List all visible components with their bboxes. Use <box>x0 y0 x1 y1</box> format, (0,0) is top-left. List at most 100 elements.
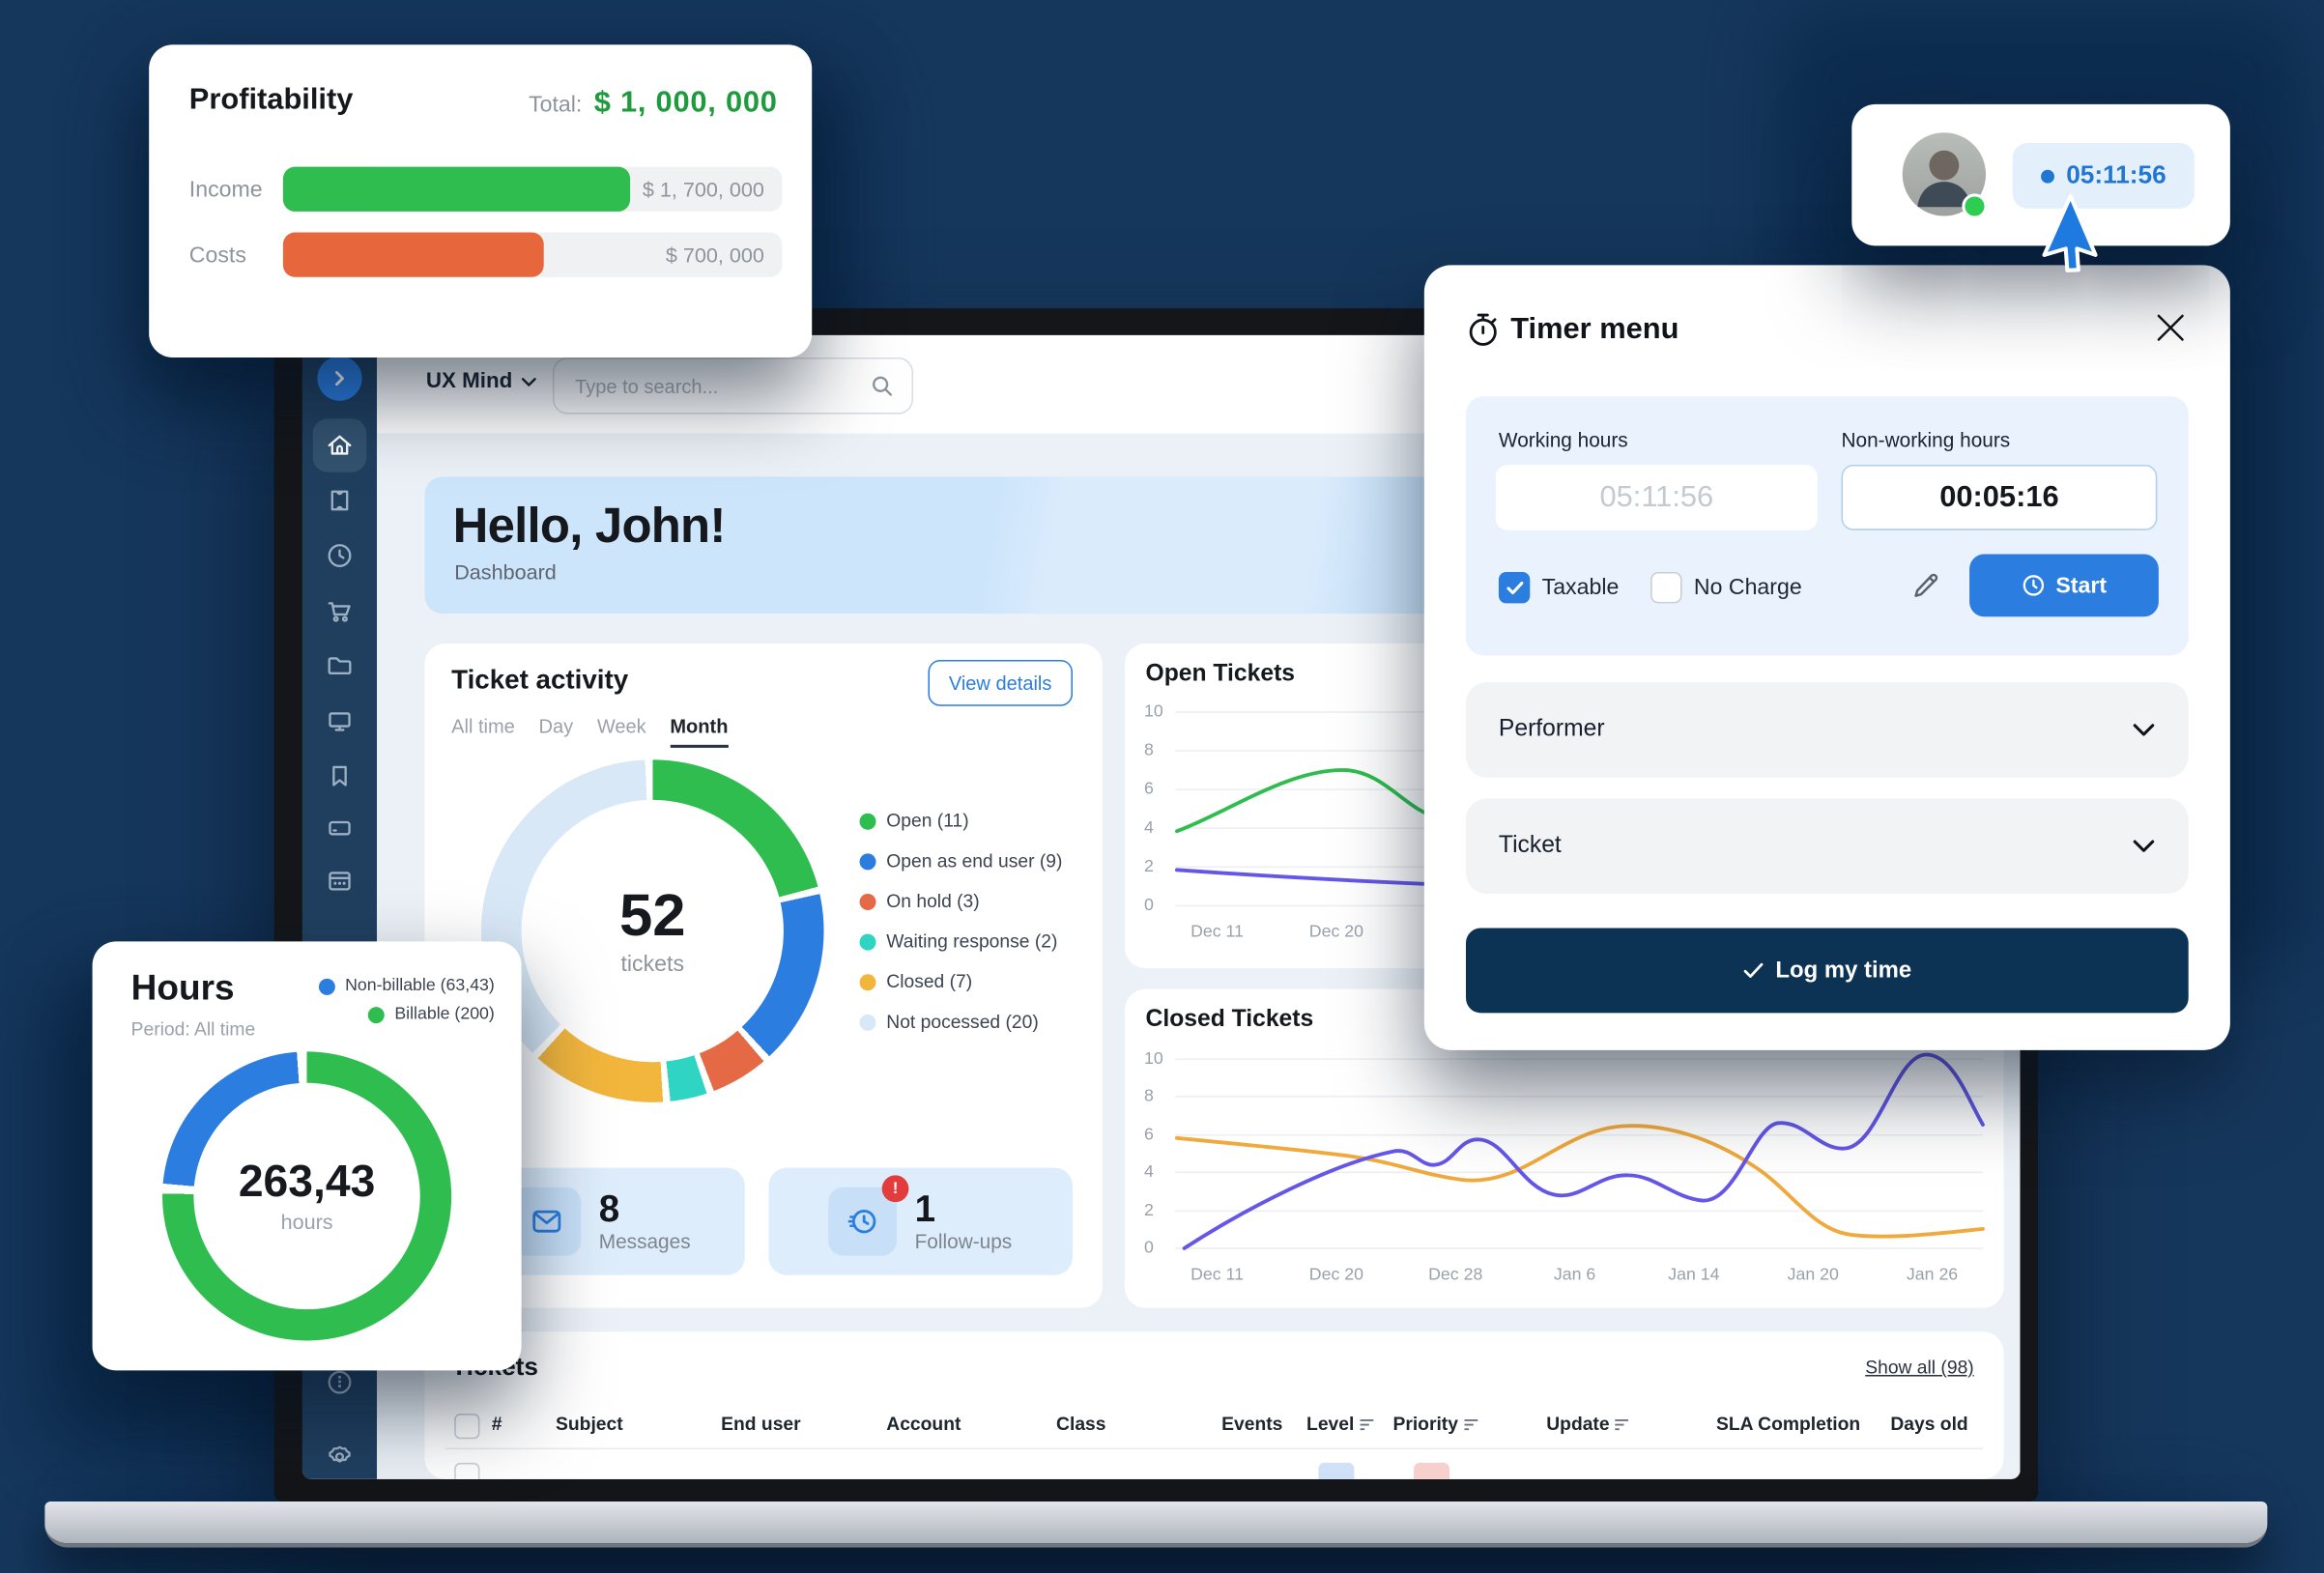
sidebar-item-files[interactable] <box>313 639 367 693</box>
column-header-account[interactable]: Account <box>886 1414 961 1435</box>
tab-week[interactable]: Week <box>596 715 646 738</box>
sidebar-expand-button[interactable] <box>317 356 362 401</box>
ticket-dropdown[interactable]: Ticket <box>1466 798 2189 895</box>
sidebar-item-shop[interactable] <box>313 584 367 638</box>
column-header-number[interactable]: # <box>491 1414 502 1435</box>
tickets-total: 52 <box>618 882 686 949</box>
hours-legend: Non-billable (63,43) Billable (200) <box>318 977 495 1023</box>
column-header-sla[interactable]: SLA Completion <box>1716 1414 1861 1435</box>
close-icon[interactable] <box>2153 310 2189 346</box>
cart-icon <box>328 602 351 622</box>
messages-icon-tile <box>512 1187 582 1256</box>
profitability-total: Total: $ 1, 000, 000 <box>529 86 778 120</box>
level-chip <box>1318 1462 1355 1479</box>
sidebar-item-bookmarks[interactable] <box>313 749 367 803</box>
avatar[interactable] <box>1902 132 1987 216</box>
followups-card[interactable]: ! 1 Follow-ups <box>768 1167 1074 1275</box>
sidebar-item-home[interactable] <box>312 418 367 472</box>
no-charge-label: No Charge <box>1693 575 1802 601</box>
working-hours-input[interactable] <box>1495 465 1818 530</box>
log-my-time-button[interactable]: Log my time <box>1466 928 2189 1014</box>
column-header-end-user[interactable]: End user <box>721 1414 801 1435</box>
legend-item: Non-billable (63,43) <box>318 977 495 995</box>
timer-inputs-section: Working hours Non-working hours Taxable … <box>1466 396 2189 656</box>
y-tick: 4 <box>1144 818 1154 838</box>
total-label: Total: <box>529 92 583 118</box>
chevron-down-icon <box>2133 724 2155 736</box>
search-input[interactable] <box>554 374 871 397</box>
non-working-hours-input[interactable] <box>1841 465 2158 530</box>
sidebar-item-calendar[interactable] <box>313 853 367 907</box>
performer-label: Performer <box>1498 716 1605 742</box>
folder-icon <box>328 657 352 674</box>
priority-chip <box>1414 1462 1450 1479</box>
sidebar-item-tickets[interactable] <box>313 473 367 528</box>
sidebar-item-settings[interactable] <box>313 1430 367 1479</box>
legend-dot <box>859 893 876 910</box>
column-header-events[interactable]: Events <box>1221 1414 1283 1435</box>
timer-chip[interactable]: 05:11:56 <box>2012 143 2195 209</box>
workspace-selector[interactable]: UX Mind <box>426 369 536 393</box>
legend-label: Non-billable (63,43) <box>345 977 495 995</box>
column-header-priority[interactable]: Priority <box>1392 1414 1478 1435</box>
edit-pencil-icon[interactable] <box>1907 569 1942 605</box>
sidebar-item-time[interactable] <box>313 529 367 583</box>
followups-count: 1 <box>914 1188 936 1231</box>
y-tick: 0 <box>1144 897 1154 915</box>
sidebar-item-help[interactable] <box>313 1356 367 1410</box>
start-button[interactable]: Start <box>1969 554 2159 617</box>
column-header-update[interactable]: Update <box>1546 1414 1629 1435</box>
column-header-level[interactable]: Level <box>1306 1414 1374 1435</box>
hours-donut: 263,43 hours <box>162 1051 452 1341</box>
y-tick: 0 <box>1144 1239 1154 1258</box>
view-details-button[interactable]: View details <box>928 659 1074 706</box>
legend-item: Open as end user (9) <box>859 850 1062 872</box>
sidebar-item-cards[interactable] <box>313 801 367 855</box>
sort-icon <box>1464 1418 1478 1430</box>
taxable-checkbox-row[interactable]: Taxable <box>1498 572 1620 604</box>
ticket-activity-donut: 52 tickets <box>480 759 824 1102</box>
stopwatch-icon <box>1469 313 1497 346</box>
legend-dot <box>859 812 876 829</box>
column-header-days-old[interactable]: Days old <box>1890 1414 1968 1435</box>
tab-day[interactable]: Day <box>538 715 574 738</box>
no-charge-checkbox[interactable] <box>1650 572 1682 604</box>
messages-card[interactable]: 8 Messages <box>491 1167 745 1275</box>
taxable-checkbox[interactable] <box>1498 572 1531 604</box>
column-header-subject[interactable]: Subject <box>556 1414 623 1435</box>
donut-center: 263,43 hours <box>162 1051 451 1340</box>
tab-month[interactable]: Month <box>670 715 729 748</box>
select-all-checkbox[interactable] <box>454 1414 480 1440</box>
row-checkbox[interactable] <box>454 1462 480 1479</box>
tickets-total-unit: tickets <box>620 951 685 977</box>
mouse-cursor <box>2035 192 2117 289</box>
column-header-class[interactable]: Class <box>1056 1414 1106 1435</box>
clock-icon <box>328 544 352 567</box>
costs-label: Costs <box>188 243 246 269</box>
taxable-label: Taxable <box>1541 575 1620 601</box>
donut-hole <box>193 1082 420 1310</box>
home-icon <box>328 435 352 455</box>
total-value: $ 1, 000, 000 <box>593 86 778 120</box>
sidebar-item-devices[interactable] <box>313 694 367 748</box>
hours-title: Hours <box>130 968 235 1009</box>
search-box <box>552 358 914 415</box>
cursor-arrow-icon <box>2042 193 2098 272</box>
performer-dropdown[interactable]: Performer <box>1466 682 2189 778</box>
timer-value: 05:11:56 <box>2066 160 2166 189</box>
legend-dot <box>859 973 876 990</box>
y-tick: 4 <box>1144 1163 1154 1182</box>
recording-dot <box>2040 168 2054 183</box>
y-tick: 10 <box>1144 1049 1163 1069</box>
timer-menu-title: Timer menu <box>1510 312 1679 346</box>
show-all-link[interactable]: Show all (98) <box>1865 1357 1974 1379</box>
tickets-table-card: Tickets Show all (98) # Subject End user… <box>424 1331 2004 1479</box>
tab-all-time[interactable]: All time <box>451 715 515 738</box>
x-tick: Jan 14 <box>1668 1266 1720 1284</box>
legend-dot <box>318 978 335 995</box>
no-charge-checkbox-row[interactable]: No Charge <box>1650 572 1802 604</box>
hours-card: Hours Period: All time Non-billable (63,… <box>92 941 522 1371</box>
check-icon <box>1743 962 1764 978</box>
person-photo <box>1917 150 1971 208</box>
bookmark-icon <box>332 765 347 786</box>
